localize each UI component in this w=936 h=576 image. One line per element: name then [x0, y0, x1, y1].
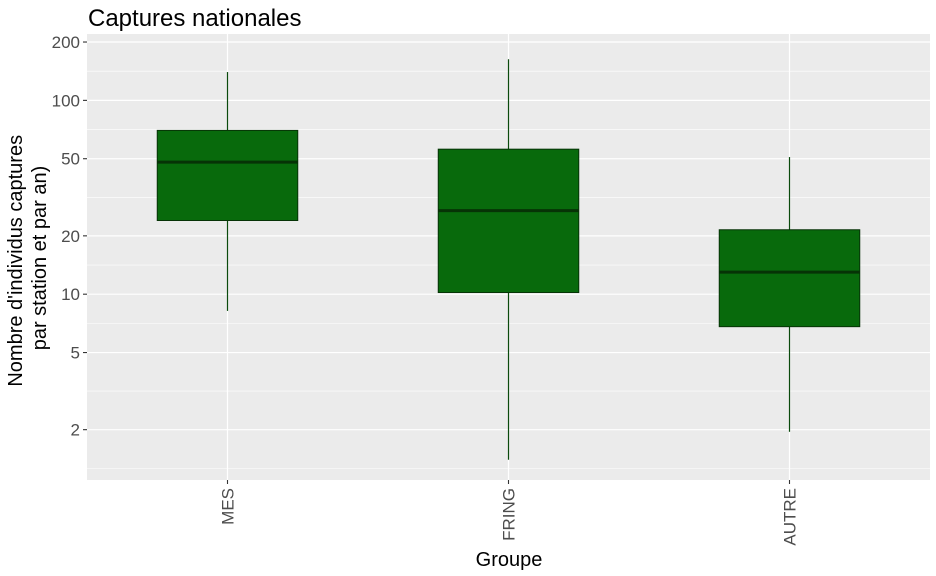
- box-mes: [156, 72, 299, 311]
- y-tick-label: 20: [61, 227, 80, 246]
- y-axis-title-line-2: par station et par an): [29, 166, 51, 351]
- y-tick-label: 2: [71, 421, 80, 440]
- chart-title: Captures nationales: [88, 5, 301, 32]
- y-tick-label: 100: [52, 91, 80, 110]
- y-axis-title-line-1: Nombre d'individus captures: [5, 135, 27, 387]
- x-tick-label-autre: AUTRE: [781, 488, 800, 546]
- y-axis: 2 5 10 20 50 100 200: [52, 33, 87, 440]
- y-tick-label: 10: [61, 285, 80, 304]
- y-tick-label: 200: [52, 33, 80, 52]
- box-autre: [718, 157, 861, 432]
- y-axis-title: Nombre d'individus captures par station …: [5, 129, 51, 386]
- x-tick-label-mes: MES: [219, 488, 238, 525]
- box-body: [437, 148, 580, 294]
- x-axis-title: Groupe: [476, 549, 543, 571]
- box-body: [156, 129, 299, 222]
- x-axis: MES FRING AUTRE: [219, 480, 800, 546]
- y-tick-label: 5: [71, 344, 80, 363]
- boxes: [156, 59, 861, 460]
- y-tick-label: 50: [61, 150, 80, 169]
- x-tick-label-fring: FRING: [500, 488, 519, 541]
- box-fring: [437, 59, 580, 460]
- box-body: [718, 229, 861, 328]
